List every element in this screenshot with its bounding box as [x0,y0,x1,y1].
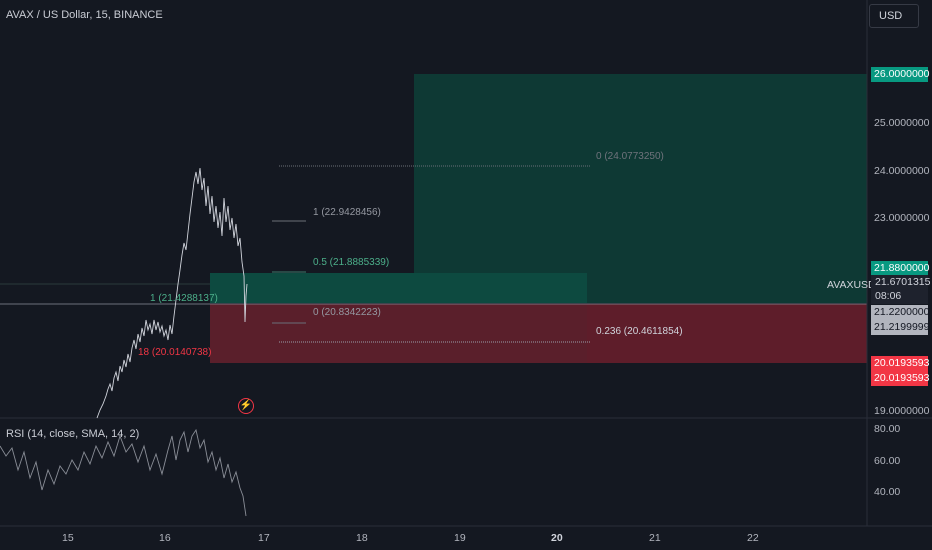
rsi-axis-label: 80.00 [874,423,901,435]
loss-zone-extension[interactable] [587,304,867,363]
fib-label[interactable]: 0 (20.8342223) [313,307,381,318]
rsi-title[interactable]: RSI (14, close, SMA, 14, 2) [6,428,140,440]
entry-profit-zone[interactable] [210,273,587,303]
lightning-icon[interactable]: ⚡ [238,398,254,414]
price-axis-label: 19.0000000 [874,405,930,417]
target-price-tag: 26.0000000 [871,67,929,82]
rsi-axis-label: 60.00 [874,455,901,467]
time-axis-label: 15 [62,532,74,544]
fib-label[interactable]: 0 (24.0773250) [596,151,664,162]
rsi-axis-label: 40.00 [874,486,901,498]
fib-label[interactable]: 1 (21.4288137) [150,293,218,304]
time-axis-label: 18 [356,532,368,544]
time-axis-label: 22 [747,532,759,544]
fib-label[interactable]: 18 (20.0140738) [138,347,212,358]
entry-upper-price-tag: 21.8800000 [871,261,929,276]
price-axis-label: 24.0000000 [874,165,930,177]
time-axis-label: 19 [454,532,466,544]
price-series [96,167,248,419]
price-axis-label: 23.0000000 [874,212,930,224]
current-price-value: 21.6701315 [875,276,931,288]
stop-price-tag: 20.0193593 [871,371,929,386]
level-price-tag: 21.2199999 [871,320,929,335]
time-axis-label: 17 [258,532,270,544]
fib-label[interactable]: 0.5 (21.8885339) [313,257,390,268]
time-axis-label: 20 [551,532,563,544]
current-price-tag: 21.6701315 08:06 [871,275,931,304]
stop-price-tag: 20.0193593 [871,356,929,371]
fib-label[interactable]: 0.236 (20.4611854) [596,326,683,337]
currency-button[interactable]: USD [869,4,919,28]
time-axis-label: 16 [159,532,171,544]
time-axis-label: 21 [649,532,661,544]
price-axis-label: 25.0000000 [874,117,930,129]
long-position-loss-zone[interactable] [210,304,587,363]
symbol-price-label: AVAXUSD [827,279,876,291]
symbol-title[interactable]: AVAX / US Dollar, 15, BINANCE [6,9,163,21]
fib-label[interactable]: 1 (22.9428456) [313,207,381,218]
level-price-tag: 21.2200000 [871,305,929,320]
long-position-profit-zone[interactable] [414,74,867,303]
bar-countdown: 08:06 [875,290,902,302]
rsi-series [0,428,247,517]
